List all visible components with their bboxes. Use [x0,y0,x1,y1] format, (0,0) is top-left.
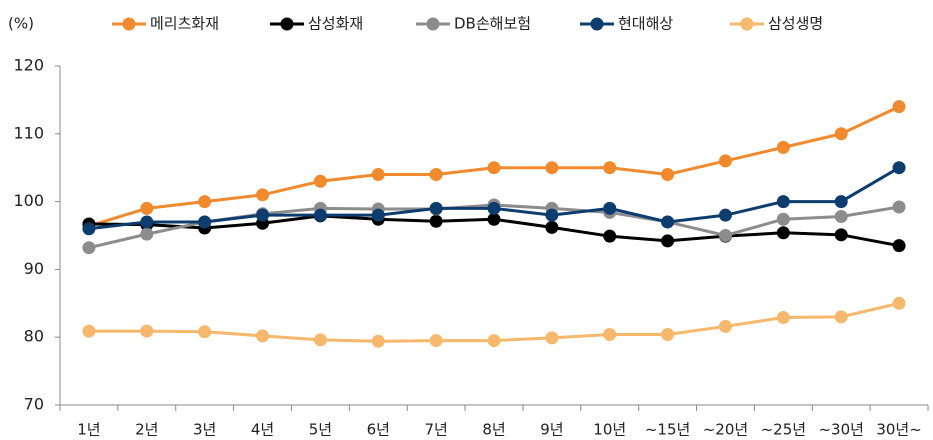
y-tick-label: 100 [13,191,44,210]
point [718,319,732,333]
point [429,334,443,348]
point [256,329,270,343]
legend-label: 메리츠화재 [150,15,219,33]
y-tick-label: 90 [24,259,44,278]
point [834,195,848,209]
point [834,127,848,141]
legend-marker [122,17,136,31]
point [603,161,617,175]
point [487,201,501,215]
point [313,333,327,347]
point [487,161,501,175]
y-tick-label: 70 [24,395,44,414]
point [545,208,559,222]
point [313,174,327,188]
point [892,296,906,310]
point [776,311,790,325]
y-tick-label: 80 [24,327,44,346]
legend-label: DB손해보험 [454,15,531,33]
point [256,208,270,222]
legend-marker [280,17,294,31]
point [892,239,906,253]
point [892,200,906,214]
y-tick-label: 120 [13,56,44,75]
point [487,334,501,348]
point [198,215,212,229]
x-tick-label: 6년 [367,421,390,439]
point [371,334,385,348]
point [661,234,675,248]
point [718,154,732,168]
point [776,212,790,226]
point [892,161,906,175]
point [140,201,154,215]
point [198,195,212,209]
point [487,212,501,226]
legend-label: 현대해상 [618,15,673,33]
point [603,201,617,215]
point [718,208,732,222]
point [140,227,154,241]
point [545,161,559,175]
point [661,167,675,181]
x-tick-label: ~25년 [761,421,806,439]
x-tick-label: 3년 [193,421,216,439]
legend-label: 삼성화재 [308,15,363,33]
x-tick-label: ~30년 [818,421,863,439]
point [834,228,848,242]
point [718,229,732,242]
point [140,215,154,229]
point [371,208,385,222]
point [603,327,617,341]
x-tick-label: 4년 [251,421,274,439]
point [429,167,443,181]
x-tick-label: ~20년 [703,421,748,439]
point [82,241,96,255]
legend-marker [590,17,604,31]
point [429,201,443,215]
point [82,324,96,338]
legend-label: 삼성생명 [768,15,823,33]
x-tick-label: 30년~ [876,421,921,439]
point [892,100,906,114]
point [82,222,96,236]
x-tick-label: 1년 [77,421,100,439]
point [371,167,385,181]
x-tick-label: 8년 [482,421,505,439]
x-tick-label: 5년 [309,421,332,439]
y-axis-label: (%) [8,15,34,33]
y-tick-label: 110 [13,123,44,142]
point [661,327,675,341]
point [545,331,559,345]
legend-marker [740,17,754,31]
point [776,140,790,154]
point [776,195,790,209]
x-tick-label: ~15년 [645,421,690,439]
x-tick-label: 7년 [424,421,447,439]
point [834,210,848,224]
point [834,310,848,324]
x-tick-label: 2년 [135,421,158,439]
point [661,215,675,229]
point [545,220,559,234]
point [313,208,327,222]
x-tick-label: 9년 [540,421,563,439]
point [256,188,270,202]
point [198,325,212,339]
x-tick-label: 10년 [593,421,626,439]
point [603,229,617,243]
point [429,214,443,228]
legend-marker [426,17,440,31]
point [140,324,154,338]
point [776,226,790,240]
